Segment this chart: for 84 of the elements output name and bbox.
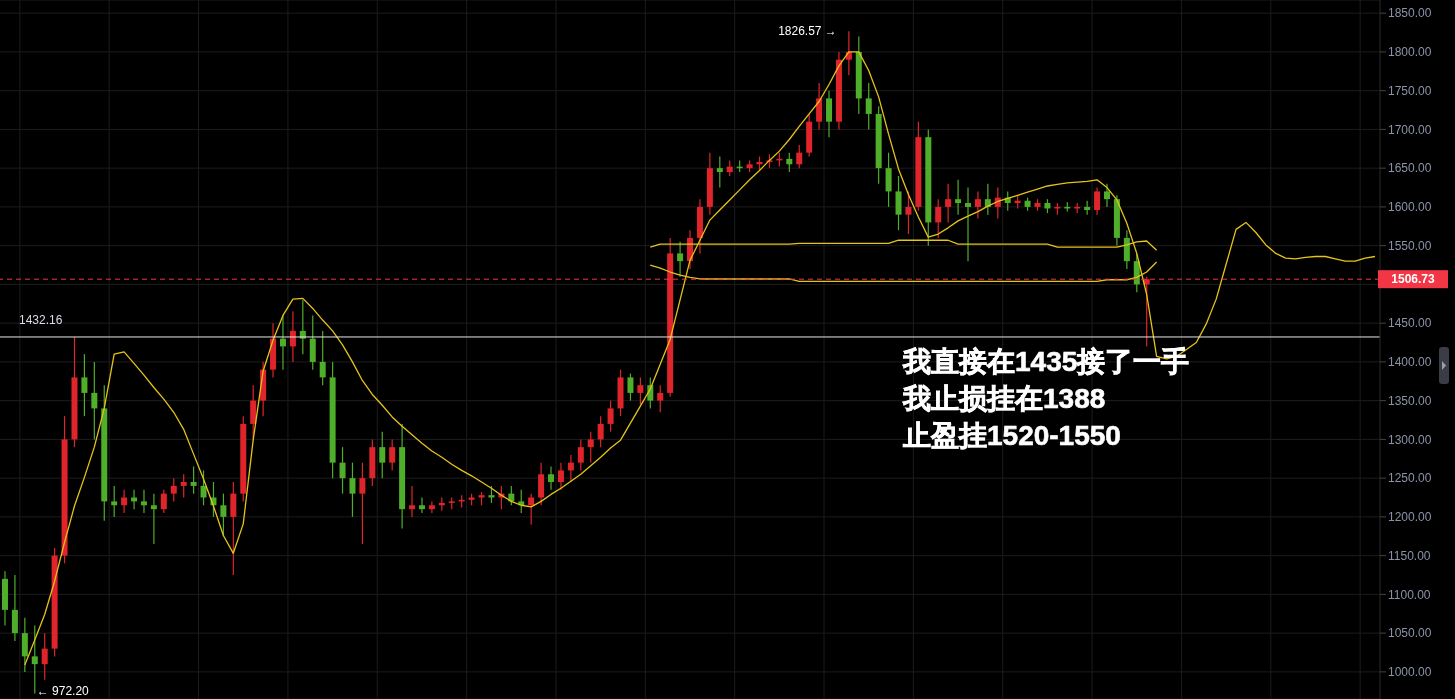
candlestick [1094,186,1101,216]
candlestick [21,617,28,673]
candlestick [1123,229,1130,270]
candlestick [190,465,197,495]
y-tick-label: 1700.00 [1388,122,1432,137]
candlestick [220,493,227,537]
candlestick [180,473,187,499]
candlestick [895,175,902,231]
candlestick [418,496,425,514]
y-tick-label: 1450.00 [1388,316,1432,331]
ref-line-label: 1432.16 [19,312,63,327]
candlestick [200,469,207,506]
annotation: ← 972.20 [36,684,90,698]
candlestick [796,144,803,169]
candlestick [538,462,545,506]
y-tick-label: 1750.00 [1388,83,1432,98]
candlestick [567,454,574,483]
y-tick-label: 1100.00 [1388,587,1431,602]
candlestick [518,489,525,514]
candlestick [91,361,98,440]
candlestick [677,241,684,278]
candlestick [349,462,356,518]
y-tick-label: 1600.00 [1388,200,1432,215]
y-tick-label: 1350.00 [1388,393,1432,408]
candlestick [339,446,346,495]
candlestick [716,155,723,189]
ref-line-label: 1506.73 [1391,272,1436,287]
candlestick [577,438,584,471]
candlestick [627,372,634,402]
candlestick [955,179,962,216]
annotation: 1826.57 → [778,24,837,39]
candlestick [528,493,535,526]
candlestick [140,489,147,514]
candlestick [121,489,128,514]
y-tick-label: 1550.00 [1388,238,1432,253]
candlestick [11,574,18,642]
candlestick [557,462,564,491]
candlestick [974,190,981,220]
line-series [649,239,1158,251]
y-tick-label: 1850.00 [1388,6,1432,21]
candlestick [309,314,316,371]
candlestick [965,186,972,262]
candlestick [597,415,604,448]
candlestick [379,431,386,479]
annotation: 我止损挂在1388 [902,383,1106,414]
candlestick [41,632,48,681]
candlestick [935,198,942,239]
candlestick [905,190,912,235]
y-tick-label: 1650.00 [1388,161,1432,176]
candlestick [607,400,614,433]
candlestick [279,314,286,371]
candlestick [81,353,88,417]
candlestick [548,465,555,491]
y-tick-label: 1150.00 [1388,548,1431,563]
candlestick [389,438,396,471]
y-tick-label: 1000.00 [1388,665,1432,680]
candlestick [359,462,366,545]
y-tick-label: 1050.00 [1388,626,1432,641]
candlestick [587,431,594,464]
candlestick [885,152,892,208]
y-tick-label: 1250.00 [1388,471,1432,486]
candlestick [111,485,118,518]
candlestick [826,90,833,138]
y-tick-label: 1200.00 [1388,510,1432,525]
y-tick-label: 1400.00 [1388,355,1432,370]
candlestick [1104,183,1110,208]
candlestick [31,624,38,695]
candlestick [865,82,872,131]
y-tick-label: 1300.00 [1388,432,1432,447]
annotation: 止盈挂1520-1550 [902,420,1121,451]
candlestick [160,489,167,514]
candlestick [428,500,435,514]
candlestick [786,152,793,173]
candlestick [637,376,644,406]
candlestick [170,477,177,502]
candlestick [1084,200,1091,216]
candlestick [230,481,237,576]
candlestick [319,330,326,386]
candlestick [657,384,664,413]
candlestick [816,82,823,131]
candlestick [150,493,157,545]
candlestick [409,485,416,518]
candlestick [945,183,952,224]
y-tick-label: 1800.00 [1388,45,1432,60]
